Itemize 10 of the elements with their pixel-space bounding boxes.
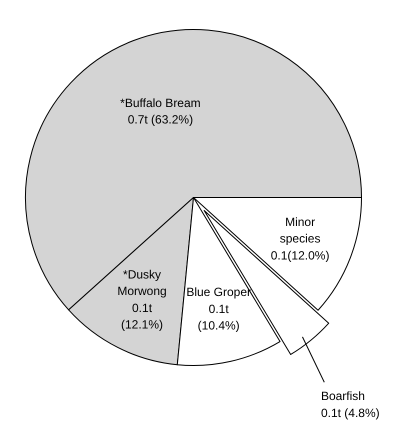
slice-label: Blue Groper xyxy=(186,285,252,300)
data-label: 0.1t (4.8%) xyxy=(320,406,380,420)
slice-label: Minor species xyxy=(280,214,320,246)
data-label: 0.1(12.0%) xyxy=(270,248,330,262)
slice-label: Boarfish xyxy=(320,388,365,403)
slice-label: *Dusky Morwong xyxy=(117,267,167,298)
slice-label: *Buffalo Bream xyxy=(120,96,201,110)
data-label: 0.7t (63.2%) xyxy=(128,112,194,127)
data-label: 0.1t (10.4%) xyxy=(198,302,240,333)
data-label: 0.1t (12.1%) xyxy=(121,300,164,332)
